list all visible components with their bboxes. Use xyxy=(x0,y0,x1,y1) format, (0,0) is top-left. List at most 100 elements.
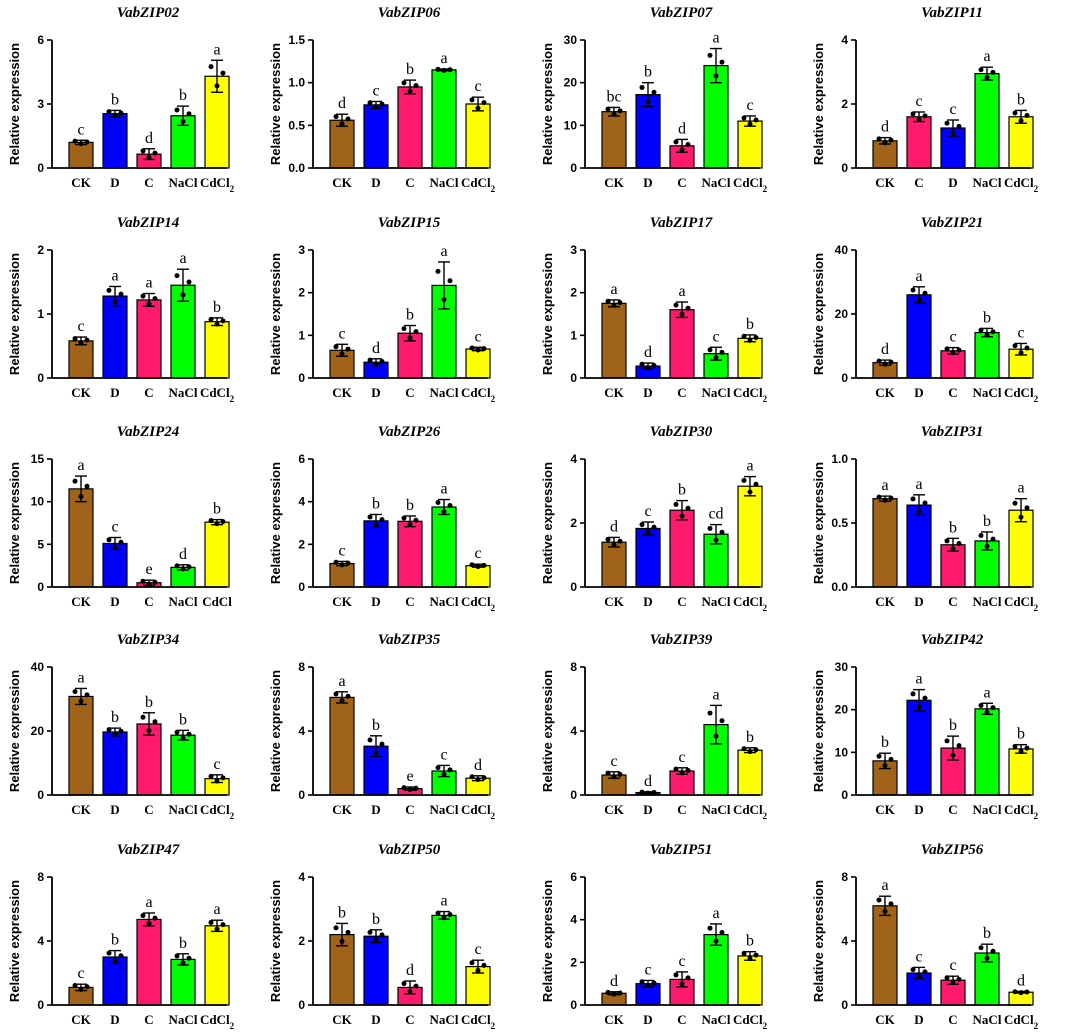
significance-letter: b xyxy=(678,482,686,499)
category-label: D xyxy=(110,175,119,190)
data-point xyxy=(140,578,146,584)
data-point xyxy=(685,975,691,981)
data-point xyxy=(72,982,78,988)
significance-letter: a xyxy=(678,283,685,300)
data-point xyxy=(922,500,928,506)
data-point xyxy=(78,494,84,500)
significance-letter: c xyxy=(77,318,84,335)
data-point xyxy=(747,749,753,755)
significance-letter: b xyxy=(983,925,991,942)
category-label: CK xyxy=(875,1012,895,1027)
bar-C xyxy=(136,918,162,1006)
y-tick-label: 1 xyxy=(37,307,44,321)
data-point xyxy=(916,704,922,710)
data-point xyxy=(950,350,956,356)
data-point xyxy=(1018,990,1024,996)
data-point xyxy=(441,915,447,921)
data-point xyxy=(373,937,379,943)
data-point xyxy=(208,316,214,322)
data-point xyxy=(984,709,990,715)
bar-NaCl xyxy=(703,933,729,1006)
data-point xyxy=(481,346,487,352)
data-point xyxy=(1012,343,1018,349)
significance-letter: b xyxy=(338,904,346,921)
y-axis-label: Relative expression xyxy=(7,43,22,165)
category-label: CK xyxy=(332,1012,352,1027)
data-point xyxy=(72,336,78,342)
category-label: CK xyxy=(71,1012,91,1027)
significance-letter: c xyxy=(474,78,481,95)
y-tick-label: 0 xyxy=(37,371,44,385)
y-axis-label: Relative expression xyxy=(268,43,283,165)
category-label: NaCl xyxy=(973,385,1002,400)
y-tick-label: 0 xyxy=(37,788,44,802)
significance-letter: b xyxy=(983,513,991,530)
significance-letter: a xyxy=(915,268,922,285)
significance-letter: b xyxy=(213,299,221,316)
data-point xyxy=(118,953,124,959)
y-tick-label: 0 xyxy=(298,580,305,594)
bar-D xyxy=(363,520,389,588)
bar-D xyxy=(102,295,128,379)
data-point xyxy=(469,774,475,780)
significance-letter: a xyxy=(77,457,84,474)
significance-letter: c xyxy=(77,121,84,138)
data-point xyxy=(373,749,379,755)
y-tick-label: 2 xyxy=(570,516,577,530)
chart-panel: VabZIP21 Relative expression 0 20 40 d CK a Dc Cb… xyxy=(811,215,1039,404)
y-tick-label: 40 xyxy=(835,243,849,257)
significance-letter: d xyxy=(338,95,346,112)
data-point xyxy=(673,501,679,507)
y-axis-label: Relative expression xyxy=(540,462,555,584)
data-point xyxy=(140,714,146,720)
data-point xyxy=(984,74,990,80)
data-point xyxy=(978,327,984,333)
y-axis-label: Relative expression xyxy=(7,670,22,792)
bar-C xyxy=(397,520,423,588)
significance-letter: c xyxy=(338,325,345,342)
data-point xyxy=(112,731,118,737)
data-point xyxy=(407,988,413,994)
category-label: CK xyxy=(875,175,895,190)
data-point xyxy=(106,537,112,543)
data-point xyxy=(112,544,118,550)
significance-letter: bc xyxy=(606,88,621,105)
significance-letter: a xyxy=(213,901,220,918)
data-point xyxy=(645,983,651,989)
data-point xyxy=(373,104,379,110)
bar-NaCl xyxy=(431,914,457,1006)
data-point xyxy=(910,496,916,502)
data-point xyxy=(333,114,339,120)
data-point xyxy=(106,727,112,733)
data-point xyxy=(214,926,220,932)
data-point xyxy=(447,67,453,73)
chart-panel: VabZIP11 Relative expression 0 2 4 d CK c Cc Da Na… xyxy=(811,5,1039,194)
category-label: C xyxy=(914,175,923,190)
category-label: CdCl2 xyxy=(461,1012,496,1031)
y-tick-label: 0.0 xyxy=(831,580,848,594)
significance-letter: b xyxy=(746,729,754,746)
category-label: C xyxy=(144,802,153,817)
data-point xyxy=(379,517,385,523)
data-point xyxy=(1012,500,1018,506)
data-point xyxy=(481,562,487,568)
data-point xyxy=(345,346,351,352)
data-point xyxy=(214,521,220,527)
data-point xyxy=(345,560,351,566)
data-point xyxy=(118,539,124,545)
significance-letter: a xyxy=(881,877,888,894)
data-point xyxy=(611,111,617,117)
data-point xyxy=(339,938,345,944)
bar-C xyxy=(669,309,695,379)
significance-letter: c xyxy=(474,328,481,345)
y-tick-label: 1 xyxy=(570,328,577,342)
data-point xyxy=(78,141,84,147)
category-label: D xyxy=(110,385,119,400)
data-point xyxy=(447,278,453,284)
data-point xyxy=(922,113,928,119)
data-point xyxy=(401,981,407,987)
category-label: NaCl xyxy=(702,1012,731,1027)
data-point xyxy=(174,107,180,113)
chart-panel: VabZIP34 Relative expression 0 20 40 a CK b Db Cb… xyxy=(7,632,235,821)
bar-CK xyxy=(601,111,627,169)
